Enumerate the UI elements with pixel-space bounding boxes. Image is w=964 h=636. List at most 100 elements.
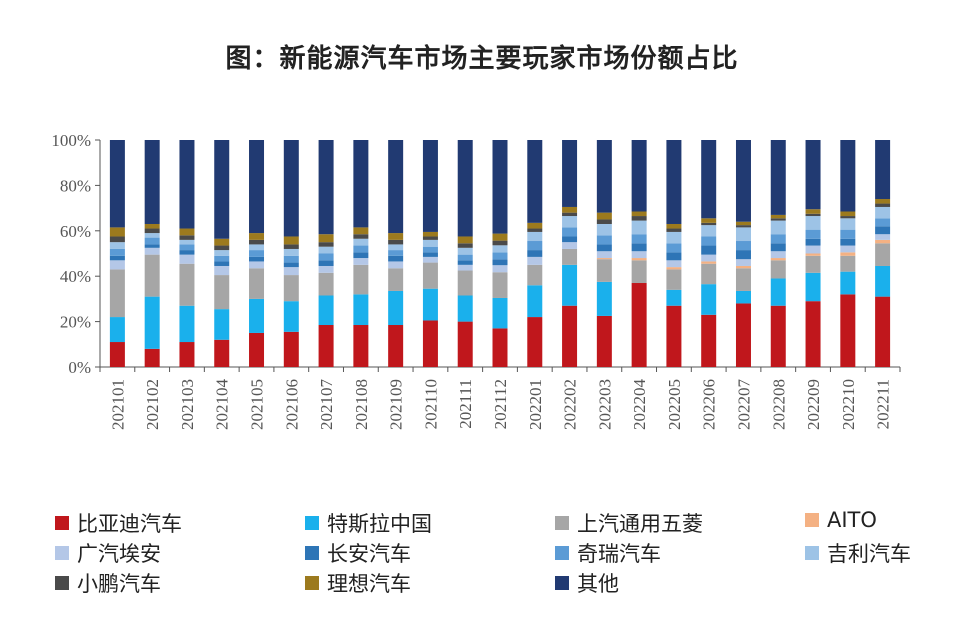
bar-segment-series-8: [666, 228, 682, 232]
bar-segment-series-4: [875, 234, 891, 240]
bar-segment-series-3: [596, 258, 612, 260]
bar-segment-series-1: [735, 290, 751, 304]
bar-segment-series-5: [214, 261, 230, 266]
bar-segment-series-5: [388, 255, 404, 262]
x-tick-label: 202104: [213, 379, 232, 431]
bar-segment-series-9: [422, 231, 438, 237]
bar-segment-series-3: [805, 253, 821, 256]
bar-segment-series-6: [527, 241, 543, 251]
bar-segment-series-2: [562, 248, 578, 265]
bar-stack-202202: [562, 140, 578, 367]
chart-title: 图：新能源汽车市场主要玩家市场份额占比: [225, 44, 739, 74]
bar-segment-series-8: [840, 216, 856, 219]
legend-label: 其他: [577, 572, 619, 596]
legend-item: AITO: [805, 508, 877, 532]
bar-segment-series-7: [770, 220, 786, 235]
bar-segment-series-1: [770, 278, 786, 306]
bar-segment-series-10: [249, 140, 265, 234]
bar-segment-series-10: [840, 140, 856, 212]
bar-segment-series-1: [562, 264, 578, 306]
bar-segment-series-6: [214, 255, 230, 262]
x-tick-label: 202103: [178, 379, 197, 430]
bar-segment-series-5: [805, 238, 821, 246]
bar-segment-series-5: [457, 260, 473, 265]
bar-segment-series-10: [388, 140, 404, 234]
bar-segment-series-9: [318, 234, 334, 243]
bar-segment-series-4: [562, 242, 578, 249]
bar-segment-series-1: [214, 309, 230, 340]
bar-segment-series-4: [249, 261, 265, 269]
bar-segment-series-7: [492, 245, 508, 253]
bar-segment-series-1: [283, 301, 299, 332]
bar-stack-202111: [457, 140, 473, 367]
bar-segment-series-9: [875, 199, 891, 204]
bar-segment-series-0: [840, 294, 856, 367]
x-tick-label: 202207: [734, 379, 753, 431]
bar-segment-series-0: [701, 314, 717, 367]
bar-segment-series-8: [457, 243, 473, 248]
bar-segment-series-0: [353, 325, 369, 367]
bar-segment-series-4: [109, 260, 125, 270]
bar-segment-series-6: [631, 234, 647, 244]
bar-segment-series-9: [214, 238, 230, 246]
bar-segment-series-6: [283, 255, 299, 263]
y-tick-label: 100%: [51, 131, 91, 150]
bar-segment-series-8: [388, 239, 404, 245]
bar-segment-series-1: [318, 295, 334, 326]
bar-segment-series-1: [457, 295, 473, 322]
bar-stack-202109: [388, 140, 404, 367]
bar-segment-series-3: [875, 239, 891, 244]
bar-segment-series-4: [805, 245, 821, 254]
legend-swatch: [555, 546, 569, 560]
bar-segment-series-10: [770, 140, 786, 215]
bar-segment-series-0: [666, 305, 682, 367]
bar-segment-series-3: [770, 258, 786, 261]
bar-segment-series-9: [353, 227, 369, 235]
bar-segment-series-9: [492, 233, 508, 241]
x-tick-label: 202209: [804, 379, 823, 430]
x-tick-label: 202208: [769, 379, 788, 430]
bar-segment-series-7: [631, 220, 647, 235]
y-tick-label: 80%: [60, 176, 91, 195]
bar-segment-series-2: [179, 263, 195, 306]
bar-stack-202101: [109, 140, 125, 367]
bar-segment-series-8: [283, 244, 299, 249]
bar-segment-series-10: [805, 140, 821, 210]
bar-segment-series-3: [840, 252, 856, 256]
bar-stack-202206: [701, 140, 717, 367]
bar-segment-series-5: [562, 236, 578, 243]
bar-segment-series-8: [701, 222, 717, 226]
bar-segment-series-6: [318, 253, 334, 261]
bar-segment-series-2: [388, 268, 404, 291]
bar-segment-series-5: [631, 243, 647, 252]
bar-segment-series-10: [353, 140, 369, 228]
bar-segment-series-2: [492, 272, 508, 298]
legend-swatch: [555, 576, 569, 590]
bar-segment-series-2: [631, 260, 647, 284]
bar-stack-202103: [179, 140, 195, 367]
bar-segment-series-7: [527, 231, 543, 242]
bar-segment-series-5: [144, 244, 160, 248]
bar-segment-series-7: [179, 239, 195, 245]
bar-segment-series-1: [388, 290, 404, 326]
bar-segment-series-0: [318, 325, 334, 367]
legend-label: 吉利汽车: [827, 542, 911, 566]
bar-segment-series-0: [527, 317, 543, 367]
bar-segment-series-6: [457, 254, 473, 261]
bar-segment-series-6: [805, 229, 821, 239]
bar-segment-series-4: [596, 251, 612, 259]
bar-segment-series-2: [109, 269, 125, 318]
bar-segment-series-6: [422, 246, 438, 253]
bar-segment-series-0: [562, 305, 578, 367]
bar-segment-series-5: [318, 260, 334, 266]
legend-label: 广汽埃安: [77, 542, 161, 566]
legend-label: 上汽通用五菱: [577, 512, 703, 536]
bar-segment-series-2: [283, 275, 299, 302]
bar-segment-series-9: [631, 211, 647, 217]
y-tick-label: 60%: [60, 222, 91, 241]
bar-segment-series-4: [318, 265, 334, 273]
bar-segment-series-7: [422, 239, 438, 247]
bar-segment-series-6: [492, 252, 508, 260]
bar-stack-202204: [631, 140, 647, 367]
bar-segment-series-2: [527, 264, 543, 286]
